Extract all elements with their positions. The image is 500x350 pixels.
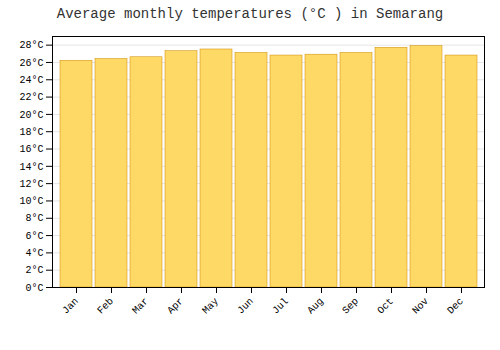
svg-text:May: May <box>200 296 221 317</box>
svg-text:Jan: Jan <box>60 296 81 317</box>
html-text:Average monthly temperatures (: Average monthly temperatures (°C ) in Se… <box>56 6 444 22</box>
svg-text:Feb: Feb <box>95 296 116 317</box>
svg-text:Jul: Jul <box>270 296 291 317</box>
svg-text:Jun: Jun <box>235 296 256 317</box>
svg-text:Dec: Dec <box>445 296 466 317</box>
svg-text:28°C: 28°C <box>19 40 43 51</box>
svg-text:8°C: 8°C <box>25 213 43 224</box>
svg-text:12°C: 12°C <box>19 179 43 190</box>
svg-text:10°C: 10°C <box>19 196 43 207</box>
svg-text:4°C: 4°C <box>25 248 43 259</box>
svg-text:26°C: 26°C <box>19 58 43 69</box>
svg-text:6°C: 6°C <box>25 231 43 242</box>
svg-text:Aug: Aug <box>305 296 326 317</box>
svg-text:2°C: 2°C <box>25 265 43 276</box>
svg-text:Nov: Nov <box>410 296 431 317</box>
svg-text:14°C: 14°C <box>19 162 43 173</box>
svg-text:Oct: Oct <box>375 296 396 317</box>
svg-text:Apr: Apr <box>165 296 186 317</box>
svg-text:22°C: 22°C <box>19 92 43 103</box>
svg-text:Sep: Sep <box>340 296 361 317</box>
svg-text:16°C: 16°C <box>19 144 43 155</box>
svg-text:Mar: Mar <box>130 296 151 317</box>
svg-text:24°C: 24°C <box>19 75 43 86</box>
svg-text:18°C: 18°C <box>19 127 43 138</box>
svg-text:0°C: 0°C <box>25 283 43 294</box>
svg-text:20°C: 20°C <box>19 110 43 121</box>
